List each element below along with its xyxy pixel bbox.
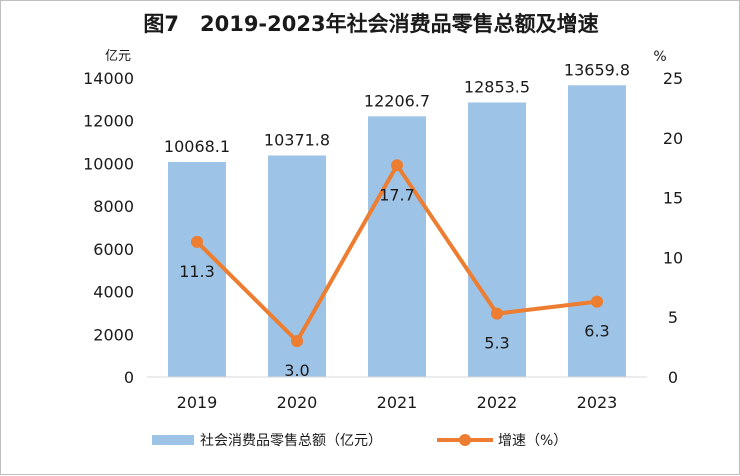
line-value-labels: 11.3 3.0 17.7 5.3 6.3 <box>179 185 610 380</box>
line-value-label: 11.3 <box>179 262 215 281</box>
bar-value-label: 10371.8 <box>264 130 330 149</box>
y-left-tick-label: 4000 <box>93 283 134 302</box>
y-left-tick-label: 6000 <box>93 240 134 259</box>
x-tick-label: 2021 <box>377 393 418 412</box>
y-right-tick-label: 10 <box>663 248 683 267</box>
bar-2021 <box>368 116 426 377</box>
legend-line-label: 增速（%） <box>498 433 567 449</box>
legend: 社会消费品零售总额（亿元） 增速（%） <box>152 433 567 449</box>
line-value-label: 5.3 <box>484 334 509 353</box>
bar-2023 <box>568 85 626 378</box>
x-tick-label: 2022 <box>477 393 518 412</box>
bar-2019 <box>168 161 226 377</box>
bar-value-labels: 10068.1 10371.8 12206.7 12853.5 13659.8 <box>164 60 630 156</box>
y-right-tick-labels: 0 5 10 15 20 25 <box>663 69 683 387</box>
y-right-tick-label: 0 <box>668 368 678 387</box>
growth-point-2019 <box>191 235 203 248</box>
y-left-tick-label: 8000 <box>93 197 134 216</box>
chart-title: 图7 2019-2023年社会消费品零售总额及增速 <box>143 12 598 36</box>
y-right-tick-label: 15 <box>663 189 683 208</box>
y-left-unit: 亿元 <box>105 49 131 64</box>
bar-2022 <box>468 102 526 377</box>
bar-value-label: 12206.7 <box>364 91 430 110</box>
growth-point-2023 <box>591 295 603 308</box>
line-value-label: 17.7 <box>379 185 415 204</box>
y-left-tick-label: 14000 <box>83 69 134 88</box>
x-tick-label: 2023 <box>577 393 618 412</box>
y-left-tick-label: 0 <box>124 368 134 387</box>
bar-series <box>168 85 626 378</box>
y-right-tick-label: 20 <box>663 129 683 148</box>
y-left-tick-label: 2000 <box>93 325 134 344</box>
bar-value-label: 10068.1 <box>164 137 230 156</box>
line-value-label: 3.0 <box>284 361 309 380</box>
y-left-tick-label: 12000 <box>83 112 134 131</box>
legend-line-marker <box>459 434 471 446</box>
growth-point-2022 <box>491 307 503 320</box>
y-left-tick-labels: 0 2000 4000 6000 8000 10000 12000 14000 <box>83 69 134 387</box>
growth-point-2020 <box>291 335 303 348</box>
legend-bar-swatch <box>152 435 194 445</box>
bar-value-label: 12853.5 <box>464 77 530 96</box>
x-tick-label: 2019 <box>177 393 218 412</box>
y-right-tick-label: 5 <box>668 308 678 327</box>
y-left-tick-label: 10000 <box>83 154 134 173</box>
line-series <box>191 159 603 348</box>
bar-value-label: 13659.8 <box>564 60 630 79</box>
legend-bar-label: 社会消费品零售总额（亿元） <box>200 433 382 449</box>
growth-point-2021 <box>391 159 403 172</box>
y-right-tick-label: 25 <box>663 69 683 88</box>
line-value-label: 6.3 <box>584 322 609 341</box>
x-tick-label: 2020 <box>277 393 318 412</box>
y-right-unit: % <box>653 49 666 65</box>
x-tick-labels: 2019 2020 2021 2022 2023 <box>177 393 618 412</box>
